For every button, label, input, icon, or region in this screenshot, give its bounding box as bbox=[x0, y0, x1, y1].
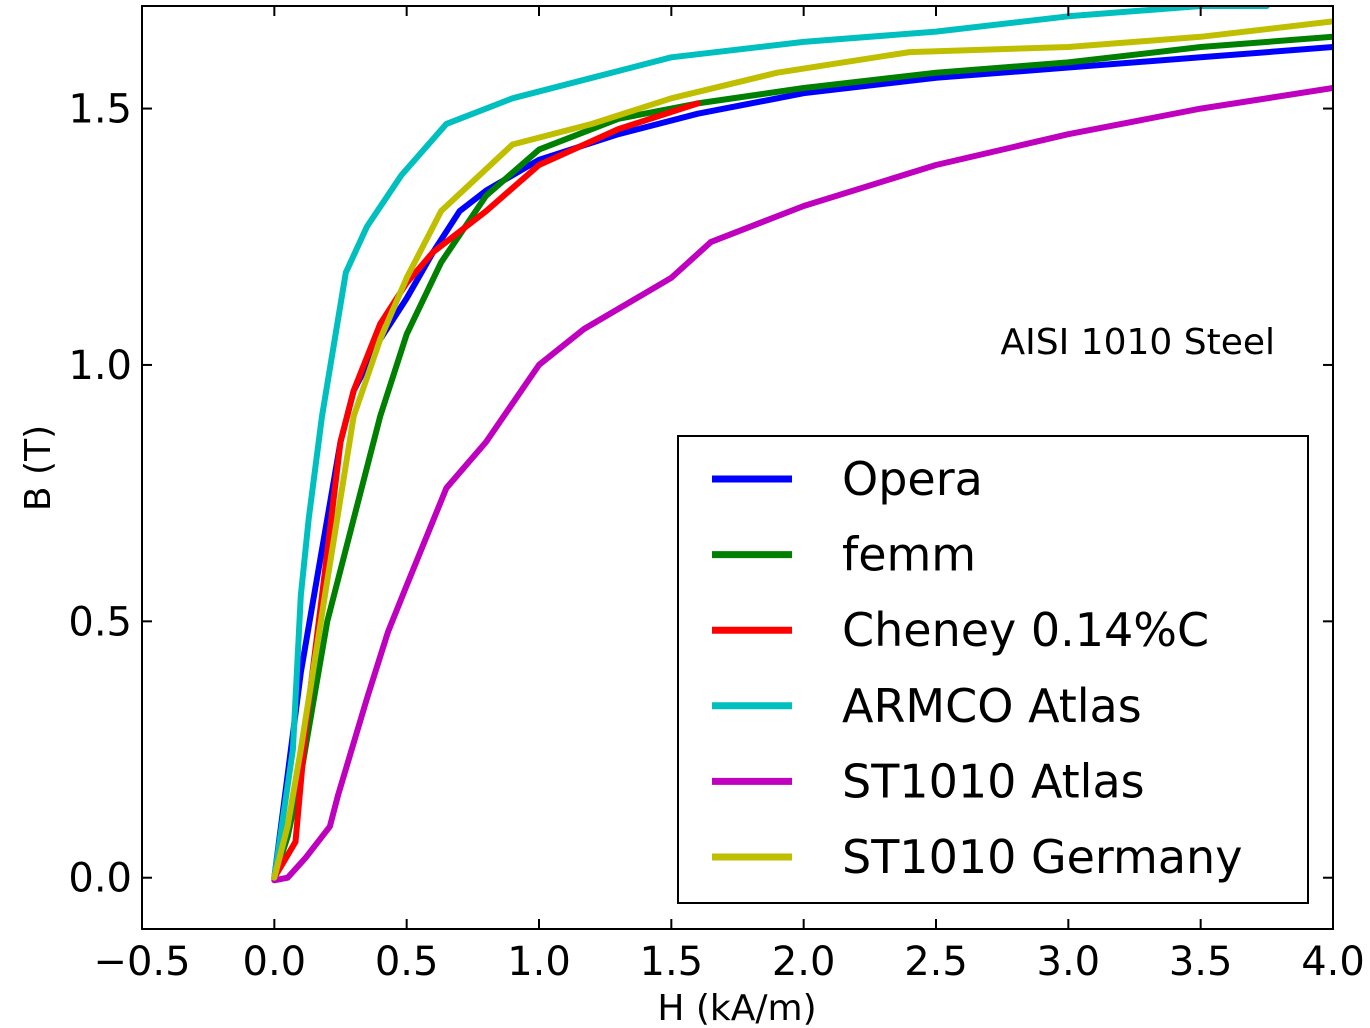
legend-box bbox=[677, 435, 1309, 904]
x-tick-label: 1.0 bbox=[507, 939, 571, 985]
x-tick-label: 2.0 bbox=[772, 939, 836, 985]
series-line-4 bbox=[271, 85, 1333, 884]
x-tick-label: 0.0 bbox=[243, 939, 307, 985]
legend-label: Cheney 0.14%C bbox=[842, 603, 1209, 657]
legend: Opera femm Cheney 0.14%C ARMCO Atlas ST1010 … bbox=[677, 435, 1309, 904]
series-line-5 bbox=[271, 18, 1333, 881]
x-tick-label: −0.5 bbox=[93, 939, 190, 985]
x-tick-label: 4.0 bbox=[1301, 939, 1365, 985]
y-tick-label: 0.0 bbox=[68, 856, 132, 902]
legend-entries: Opera femm Cheney 0.14%C ARMCO Atlas ST1010 … bbox=[712, 452, 1242, 884]
series-line-0 bbox=[271, 44, 1333, 881]
legend-label: ARMCO Atlas bbox=[842, 679, 1142, 733]
y-tick-label: 1.5 bbox=[68, 87, 132, 133]
plot-frame bbox=[141, 5, 1334, 930]
series-line-2 bbox=[271, 100, 701, 881]
x-tick-label: 1.5 bbox=[640, 939, 704, 985]
y-tick-label: 0.5 bbox=[68, 599, 132, 645]
series-layer bbox=[271, 6, 1333, 884]
x-axis: −0.5 0.0 0.5 1.0 1.5 2.0 2.5 3.0 3.5 4.0 bbox=[93, 6, 1365, 985]
x-tick-label: 0.5 bbox=[375, 939, 439, 985]
y-axis-title: B (T) bbox=[18, 425, 59, 511]
x-tick-label: 3.0 bbox=[1037, 939, 1101, 985]
legend-label: ST1010 Atlas bbox=[842, 754, 1145, 808]
legend-label: ST1010 Germany bbox=[842, 830, 1242, 884]
chart-annotation: AISI 1010 Steel bbox=[1001, 322, 1275, 363]
x-tick-label: 2.5 bbox=[904, 939, 968, 985]
legend-label: femm bbox=[842, 528, 976, 582]
y-tick-label: 1.0 bbox=[68, 343, 132, 389]
legend-label: Opera bbox=[842, 452, 983, 506]
x-axis-title: H (kA/m) bbox=[657, 988, 816, 1028]
y-axis: 0.0 0.5 1.0 1.5 bbox=[68, 87, 1333, 902]
x-tick-label: 3.5 bbox=[1169, 939, 1233, 985]
series-line-3 bbox=[271, 6, 1270, 881]
